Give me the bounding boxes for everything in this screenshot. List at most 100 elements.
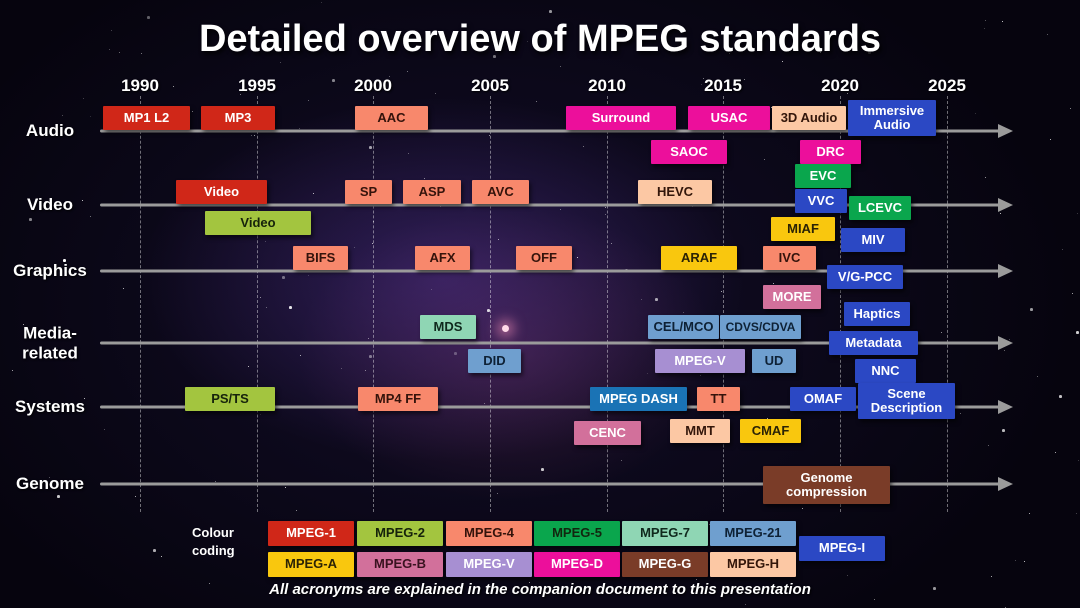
standard-box-mpeg-dash: MPEG DASH <box>590 387 687 411</box>
standard-box-sp: SP <box>345 180 392 204</box>
star <box>991 576 993 578</box>
star <box>984 28 986 30</box>
standard-box-vvc: VVC <box>795 189 847 213</box>
legend-box-mpeg-d: MPEG-D <box>534 552 620 577</box>
star <box>296 510 298 512</box>
star <box>771 107 773 109</box>
standard-box-mmt: MMT <box>670 419 730 443</box>
timeline-arrowhead-icon <box>998 264 1013 278</box>
timeline-arrowhead-icon <box>998 198 1013 212</box>
star <box>605 207 607 209</box>
standard-box-mpeg-v: MPEG-V <box>655 349 745 373</box>
star <box>847 93 849 95</box>
star <box>341 368 343 370</box>
standard-box-miv: MIV <box>841 228 905 252</box>
star <box>700 375 702 377</box>
standard-box-saoc: SAOC <box>651 140 727 164</box>
legend-box-mpeg-i: MPEG-I <box>799 536 885 561</box>
bright-star <box>502 325 509 332</box>
star <box>704 46 706 48</box>
star <box>549 10 552 13</box>
star <box>1037 376 1039 378</box>
star <box>135 496 137 498</box>
standard-box-scene-description: Scene Description <box>858 383 955 419</box>
star <box>647 373 649 375</box>
row-label-audio: Audio <box>25 121 75 141</box>
star <box>260 297 262 299</box>
legend-box-mpeg-21: MPEG-21 <box>710 521 796 546</box>
star <box>308 100 310 102</box>
star <box>482 30 484 32</box>
legend-box-mpeg-b: MPEG-B <box>357 552 443 577</box>
star <box>123 288 125 290</box>
star <box>773 283 775 285</box>
legend-caption: Colour coding <box>192 525 235 558</box>
legend-box-mpeg-1: MPEG-1 <box>268 521 354 546</box>
legend-box-mpeg-5: MPEG-5 <box>534 521 620 546</box>
standard-box-bifs: BIFS <box>293 246 348 270</box>
star <box>23 324 25 326</box>
star <box>1062 249 1064 251</box>
standard-box-off: OFF <box>516 246 572 270</box>
standard-box-cenc: CENC <box>574 421 641 445</box>
star <box>49 477 51 479</box>
star <box>209 583 211 585</box>
star <box>1070 108 1072 110</box>
year-gridline <box>723 96 724 512</box>
legend-box-mpeg-v: MPEG-V <box>446 552 532 577</box>
star <box>1078 460 1080 462</box>
standard-box-video: Video <box>205 211 311 235</box>
star <box>62 115 64 117</box>
star <box>1030 308 1033 311</box>
star <box>285 487 287 489</box>
star <box>1076 331 1079 334</box>
timeline-line <box>100 405 1000 409</box>
star <box>529 582 531 584</box>
standard-box-avc: AVC <box>472 180 529 204</box>
star <box>703 78 705 80</box>
standard-box-mp3: MP3 <box>201 106 275 130</box>
star <box>440 206 442 208</box>
star <box>280 62 282 64</box>
standard-box-lcevc: LCEVC <box>849 196 911 220</box>
year-label: 1990 <box>121 76 159 95</box>
star <box>454 352 457 355</box>
star <box>248 366 250 368</box>
star <box>109 49 111 51</box>
timeline-arrowhead-icon <box>998 124 1013 138</box>
star <box>372 243 374 245</box>
star <box>487 309 490 312</box>
standard-box-ud: UD <box>752 349 796 373</box>
star <box>141 53 143 55</box>
star <box>1002 429 1005 432</box>
standard-box-mds: MDS <box>420 315 476 339</box>
legend-box-mpeg-g: MPEG-G <box>622 552 708 577</box>
standard-box-tt: TT <box>697 387 740 411</box>
standard-box-ps-ts: PS/TS <box>185 387 275 411</box>
star <box>655 298 658 301</box>
standard-box-usac: USAC <box>688 106 770 130</box>
standard-box-mp4-ff: MP4 FF <box>358 387 438 411</box>
star <box>701 84 703 86</box>
star <box>1002 21 1004 23</box>
star <box>782 61 784 63</box>
star <box>477 40 479 42</box>
timeline-line <box>100 269 1000 273</box>
star <box>745 604 747 606</box>
star <box>874 599 876 601</box>
star <box>63 259 66 262</box>
legend-box-mpeg-a: MPEG-A <box>268 552 354 577</box>
star <box>369 355 372 358</box>
timeline-line <box>100 129 1000 133</box>
standard-box-ivc: IVC <box>763 246 816 270</box>
star <box>251 135 253 137</box>
star <box>12 370 14 372</box>
star <box>1000 213 1002 215</box>
slide-title: Detailed overview of MPEG standards <box>198 18 882 60</box>
star <box>764 159 766 161</box>
star <box>484 403 486 405</box>
star <box>82 200 84 202</box>
standard-box-cel-mco: CEL/MCO <box>648 315 719 339</box>
footnote: All acronyms are explained in the compan… <box>269 581 811 598</box>
star <box>57 495 60 498</box>
